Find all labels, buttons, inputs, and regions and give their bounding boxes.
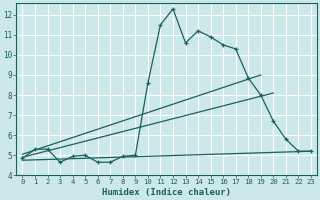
X-axis label: Humidex (Indice chaleur): Humidex (Indice chaleur) bbox=[102, 188, 231, 197]
